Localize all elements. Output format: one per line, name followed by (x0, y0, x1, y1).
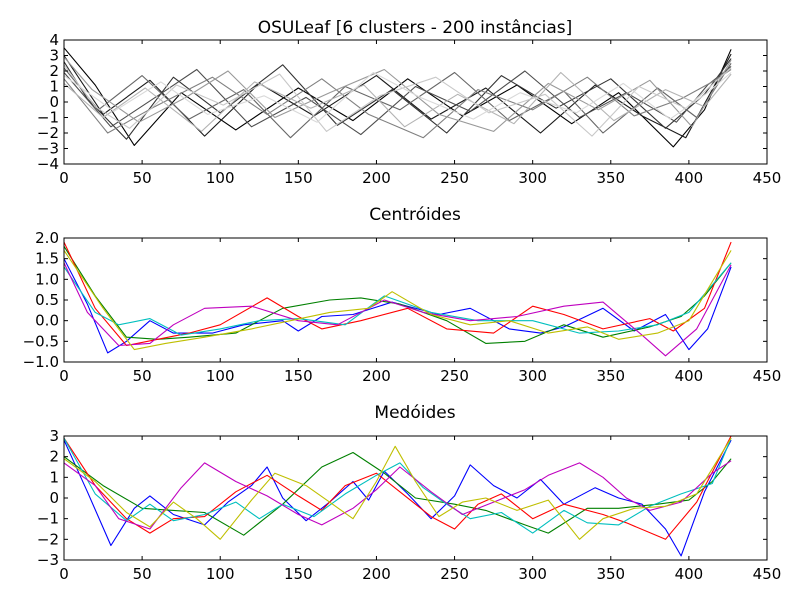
series-line-3 (64, 65, 732, 136)
y-tick-label: −0.5 (23, 332, 59, 350)
chart-title: Centróides (369, 205, 461, 225)
x-tick-label: 350 (596, 565, 625, 583)
series-line-1 (64, 451, 732, 536)
series-line-5 (64, 437, 732, 540)
x-tick-label: 300 (518, 367, 547, 385)
x-tick-label: 400 (675, 565, 704, 583)
chart-title: OSULeaf [6 clusters - 200 instâncias] (258, 18, 573, 38)
plot-medoides: 0 50 100 150 200 250 300 350 400 450 −3 −2 −1 0 1 2 3 (37, 427, 781, 583)
y-tick-label: 1 (49, 78, 59, 96)
series-line-7 (64, 71, 732, 132)
y-tick-label: 3 (49, 427, 59, 445)
x-tick-label: 50 (133, 565, 152, 583)
series-line-1 (64, 53, 732, 139)
panel-osuleaf: OSULeaf [6 clusters - 200 instâncias] 0 5… (37, 18, 781, 187)
series-group (64, 47, 732, 148)
x-tick-label: 150 (284, 169, 313, 187)
x-tick-label: 0 (59, 367, 69, 385)
x-tick-label: 50 (133, 367, 152, 385)
y-tick-label: 0.5 (35, 291, 59, 309)
y-tick-label: 0.0 (35, 312, 59, 330)
axes-frame (63, 237, 768, 363)
x-tick-label: 100 (206, 565, 235, 583)
y-tick-label: −4 (37, 155, 59, 173)
x-tick-label: 0 (59, 169, 69, 187)
y-tick-label: 2.0 (35, 229, 59, 247)
y-tick-label: −1 (37, 109, 59, 127)
x-tick-label: 400 (675, 367, 704, 385)
series-line-2 (64, 436, 732, 540)
y-tick-label: 1.0 (35, 270, 59, 288)
chart-title: Medóides (374, 403, 455, 423)
y-tick-label: 4 (49, 31, 59, 49)
series-line-5 (64, 69, 732, 139)
y-tick-label: 3 (49, 47, 59, 65)
x-tick-label: 450 (753, 565, 782, 583)
x-tick-label: 450 (753, 367, 782, 385)
series-line-4 (64, 262, 732, 357)
y-tick-label: 0 (49, 93, 59, 111)
y-tick-label: 1 (49, 468, 59, 486)
x-tick-label: 100 (206, 367, 235, 385)
series-line-4 (64, 63, 732, 139)
x-tick-label: 200 (362, 367, 391, 385)
series-line-0 (64, 47, 732, 148)
y-tick-label: −3 (37, 140, 59, 158)
x-tick-label: 350 (596, 169, 625, 187)
y-tick-label: 0 (49, 489, 59, 507)
x-tick-label: 200 (362, 565, 391, 583)
y-tick-label: 1.5 (35, 250, 59, 268)
y-tick-label: 2 (49, 62, 59, 80)
series-line-0 (64, 439, 732, 557)
series-line-3 (64, 262, 732, 336)
plot-centroides: 0 50 100 150 200 250 300 350 400 450 −1.0 −0.5 0.0 0.… (23, 229, 782, 385)
series-line-8 (64, 64, 732, 137)
series-line-4 (64, 460, 732, 530)
x-tick-label: 0 (59, 565, 69, 583)
y-tick-label: 2 (49, 448, 59, 466)
x-tick-label: 400 (675, 169, 704, 187)
y-tick-label: −1 (37, 510, 59, 528)
y-tick-label: −1.0 (23, 353, 59, 371)
series-line-2 (64, 241, 732, 347)
x-tick-label: 350 (596, 367, 625, 385)
x-tick-label: 300 (518, 169, 547, 187)
panel-medoides: Medóides 0 50 100 150 200 250 300 350 400 450 −3 −2… (37, 403, 781, 583)
series-line-2 (64, 58, 732, 140)
x-tick-label: 300 (518, 565, 547, 583)
x-tick-label: 250 (440, 565, 469, 583)
series-line-5 (64, 250, 732, 351)
series-line-0 (64, 258, 732, 354)
series-line-3 (64, 437, 732, 534)
x-tick-label: 150 (284, 367, 313, 385)
y-tick-label: −2 (37, 530, 59, 548)
y-tick-label: −2 (37, 124, 59, 142)
x-tick-label: 100 (206, 169, 235, 187)
x-tick-label: 200 (362, 169, 391, 187)
x-tick-label: 450 (753, 169, 782, 187)
x-tick-label: 150 (284, 565, 313, 583)
panel-centroides: Centróides 0 50 100 150 200 250 300 350 400 450 −1… (23, 205, 782, 385)
axes-frame (63, 39, 768, 165)
x-tick-label: 50 (133, 169, 152, 187)
x-tick-label: 250 (440, 367, 469, 385)
series-group (64, 436, 732, 557)
series-group (64, 241, 732, 357)
y-tick-label: −3 (37, 551, 59, 569)
series-line-9 (64, 71, 732, 123)
x-tick-label: 250 (440, 169, 469, 187)
